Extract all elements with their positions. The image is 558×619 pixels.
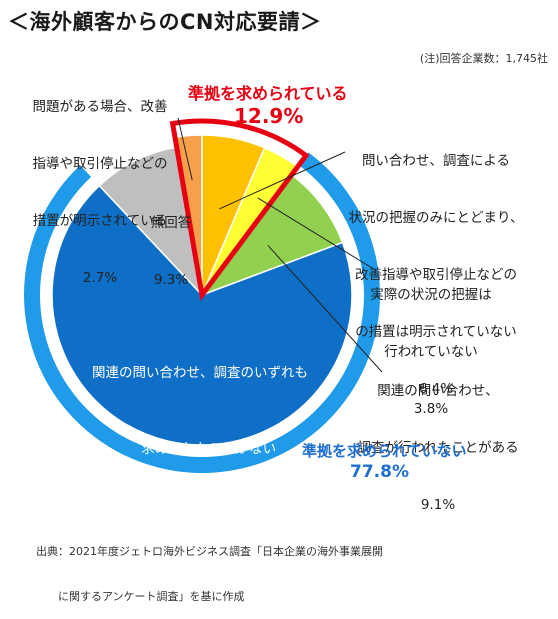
label-situation-only-line-3: 改善指導や取引停止などの xyxy=(355,267,517,283)
pie-chart xyxy=(24,117,383,474)
leader-inquiry-done xyxy=(267,245,383,373)
label-actual-not-done-value: 3.8% xyxy=(413,401,449,417)
pie-slice-none xyxy=(51,184,353,446)
required-group-pct: 12.9% xyxy=(234,104,304,128)
label-no-answer: 無回答 9.3% xyxy=(136,176,206,309)
leader-improve-guidance xyxy=(177,117,193,181)
label-actual-not-done: 実際の状況の把握は 行われていない 3.8% xyxy=(366,248,496,438)
label-inquiry-done-value: 9.1% xyxy=(420,497,456,513)
label-situation-only: 問い合わせ、調査による 状況の把握のみにとどまり、 改善指導や取引停止などの の… xyxy=(336,114,536,418)
source-line-1: 出典：2021年度ジェトロ海外ビジネス調査「日本企業の海外事業展開 xyxy=(36,545,383,558)
label-improve-guidance-line-2: 指導や取引停止などの xyxy=(32,156,168,172)
leader-situation-only xyxy=(219,151,346,210)
label-inquiry-done: 関連の問い合わせ、 調査が行われたことがある 9.1% xyxy=(350,344,526,534)
label-situation-only-line-2: 状況の把握のみにとどまり、 xyxy=(348,210,524,226)
label-no-answer-value: 9.3% xyxy=(153,272,189,288)
label-improve-guidance-line-3: 措置が明示されている xyxy=(32,213,168,229)
source-line-2: に関するアンケート調査」を基に作成 xyxy=(58,590,245,603)
not-required-group-pct: 77.8% xyxy=(350,462,409,482)
not-required-group-label: 準拠を求められていない xyxy=(302,442,467,460)
label-actual-not-done-line-2: 行われていない xyxy=(384,344,478,360)
label-actual-not-done-line-1: 実際の状況の把握は xyxy=(370,287,492,303)
label-none: 関連の問い合わせ、調査のいずれも 求められたことがない 68.7% xyxy=(70,326,330,535)
required-frame xyxy=(169,118,310,302)
leader-actual-not-done xyxy=(257,197,373,269)
respondent-note: (注)回答企業数：1,745社 xyxy=(419,52,548,65)
page-title: ＜海外顧客からのCN対応要請＞ xyxy=(8,10,322,34)
label-improve-guidance: 問題がある場合、改善 指導や取引停止などの 措置が明示されている 2.7% xyxy=(16,60,184,307)
source-note: 出典：2021年度ジェトロ海外ビジネス調査「日本企業の海外事業展開 に関するアン… xyxy=(36,514,383,619)
label-no-answer-text: 無回答 xyxy=(150,215,192,231)
label-none-line-2: 求められたことがない xyxy=(141,441,277,457)
label-improve-guidance-line-1: 問題がある場合、改善 xyxy=(32,99,168,115)
label-none-line-1: 関連の問い合わせ、調査のいずれも xyxy=(92,365,308,381)
required-group-label: 準拠を求められている xyxy=(188,84,348,103)
label-none-value: 68.7% xyxy=(187,479,231,495)
label-situation-only-line-4: の措置は明示されていない xyxy=(355,324,517,340)
label-inquiry-done-line-2: 調査が行われたことがある xyxy=(357,440,519,456)
label-inquiry-done-line-1: 関連の問い合わせ、 xyxy=(377,383,499,399)
label-improve-guidance-value: 2.7% xyxy=(82,270,118,286)
label-situation-only-line-1: 問い合わせ、調査による xyxy=(361,153,511,169)
label-situation-only-value: 6.4% xyxy=(418,381,454,397)
